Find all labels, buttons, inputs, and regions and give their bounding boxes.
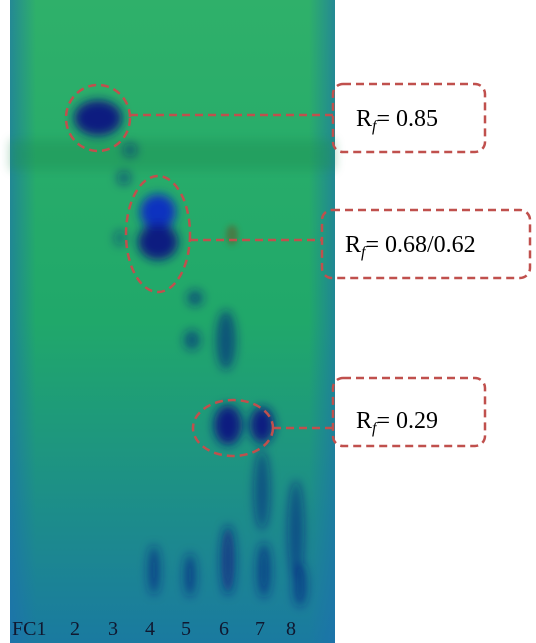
lane-label: FC1 — [12, 618, 46, 640]
rf-value: = 0.29 — [376, 408, 438, 434]
rf-symbol: R — [356, 106, 372, 132]
lane-labels: FC1 2 3 4 5 6 7 8 — [12, 618, 296, 640]
lane-label: 5 — [181, 618, 191, 640]
highlight-marks — [64, 82, 532, 458]
rf-subscript: f — [372, 118, 379, 135]
lane-label: 4 — [145, 618, 155, 640]
rf-label: Rf= 0.29 — [356, 408, 438, 437]
rf-symbol: R — [356, 408, 372, 434]
lane-label: 6 — [219, 618, 229, 640]
rf-label: Rf= 0.68/0.62 — [345, 232, 476, 261]
rf-value: = 0.85 — [376, 106, 438, 132]
rf-subscript: f — [361, 244, 368, 261]
lane-label: 8 — [286, 618, 296, 640]
rf-subscript: f — [372, 420, 379, 437]
rf-label: Rf= 0.85 — [356, 106, 438, 135]
tlc-plate — [10, 0, 335, 643]
rf-symbol: R — [345, 232, 361, 258]
rf-value: = 0.68/0.62 — [365, 232, 475, 258]
lane-label: 3 — [108, 618, 118, 640]
lane-label: 7 — [255, 618, 265, 640]
lane-label: 2 — [70, 618, 80, 640]
